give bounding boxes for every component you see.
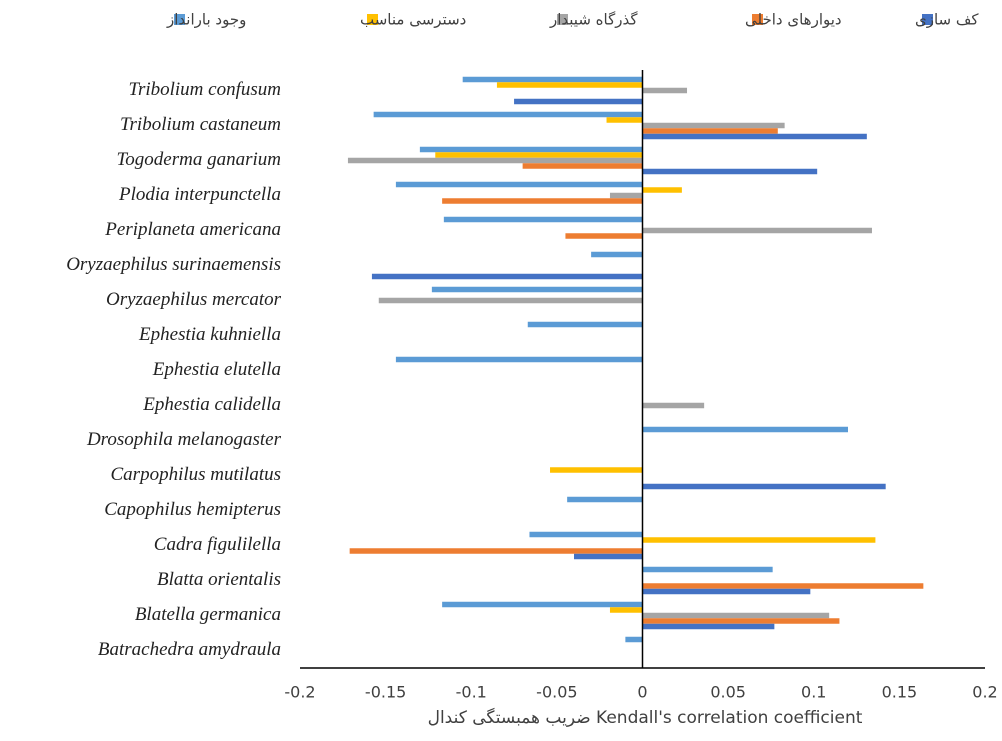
bar	[642, 168, 818, 175]
x-tick-label: 0.2	[972, 683, 997, 702]
bar	[574, 553, 643, 560]
legend-label: دسترسی مناسب	[360, 11, 466, 29]
bar	[642, 122, 785, 129]
category-label: Togoderma ganarium	[116, 149, 281, 170]
category-label: Carpophilus mutilatus	[111, 464, 282, 485]
bar	[550, 467, 643, 473]
bar	[529, 531, 643, 538]
bar	[378, 297, 643, 304]
bar	[642, 483, 886, 490]
category-label: Oryzaephilus surinaemensis	[66, 254, 281, 275]
bar	[642, 618, 840, 624]
bar	[522, 163, 643, 169]
category-label: Tribolium castaneum	[120, 114, 281, 135]
bar	[514, 98, 643, 105]
bar	[642, 612, 830, 619]
bar	[642, 426, 848, 433]
bar	[609, 607, 643, 613]
bar	[625, 636, 643, 643]
bar	[642, 87, 688, 94]
legend-label: وجود بارانداز	[166, 11, 246, 29]
category-label: Drosophila melanogaster	[86, 429, 282, 450]
x-tick-label: -0.05	[536, 683, 577, 702]
category-label: Capophilus hemipterus	[104, 499, 281, 520]
bar	[642, 133, 867, 140]
bar	[373, 111, 643, 118]
legend-swatch	[557, 14, 568, 25]
category-label: Ephestia calidella	[142, 394, 281, 415]
legend-label: گذرگاه شیبدار	[549, 11, 638, 29]
bar	[642, 566, 773, 573]
bar	[395, 181, 643, 188]
bar	[349, 548, 643, 554]
bar	[642, 227, 872, 234]
x-tick-label: 0.05	[710, 683, 746, 702]
bar	[567, 496, 643, 503]
bar	[642, 588, 811, 595]
x-tick-label: 0	[637, 683, 647, 702]
bar	[371, 273, 643, 280]
category-label: Cadra figulilella	[154, 534, 281, 555]
bar	[347, 157, 643, 164]
category-label: Plodia interpunctella	[118, 184, 281, 205]
category-label: Tribolium confusum	[128, 79, 281, 100]
legend-swatch	[752, 14, 763, 25]
category-label: Ephestia kuhniella	[138, 324, 281, 345]
bar	[609, 192, 643, 199]
category-label: Periplaneta americana	[104, 219, 281, 240]
category-label: Blatella germanica	[135, 604, 281, 625]
category-label: Blatta orientalis	[157, 569, 281, 590]
x-tick-label: 0.1	[801, 683, 826, 702]
bar	[419, 146, 643, 153]
bar	[435, 152, 643, 158]
bar	[642, 402, 705, 409]
bar	[442, 198, 643, 204]
bar	[642, 623, 775, 630]
bar	[565, 233, 643, 239]
legend-swatch	[922, 14, 933, 25]
category-label: Oryzaephilus mercator	[106, 289, 282, 310]
legend-swatch	[174, 14, 185, 25]
bar	[642, 583, 924, 589]
bar	[527, 321, 643, 328]
bar	[496, 82, 643, 88]
bar	[442, 601, 643, 608]
bar	[443, 216, 643, 223]
legend-label: کف سازی	[915, 11, 979, 29]
bar	[642, 537, 876, 543]
bar	[431, 286, 643, 293]
legend-swatch	[367, 14, 378, 25]
legend-label: دیوارهای داخلی	[745, 11, 842, 29]
bar	[591, 251, 643, 258]
bar	[642, 187, 682, 193]
category-label: Ephestia elutella	[152, 359, 281, 380]
bar	[395, 356, 643, 363]
x-tick-label: -0.2	[284, 683, 315, 702]
x-tick-label: -0.15	[365, 683, 406, 702]
bar	[606, 117, 643, 123]
x-tick-label: -0.1	[456, 683, 487, 702]
x-tick-label: 0.15	[882, 683, 918, 702]
category-label: Batrachedra amydraula	[98, 639, 281, 660]
bar	[462, 76, 643, 83]
x-axis-title: ضریب همبستگی کندال Kendall's correlation…	[428, 707, 863, 728]
bar	[642, 128, 778, 134]
